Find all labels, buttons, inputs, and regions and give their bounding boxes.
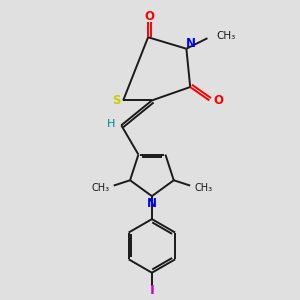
Text: S: S: [112, 94, 121, 107]
Text: CH₃: CH₃: [91, 184, 109, 194]
Text: O: O: [213, 94, 223, 107]
Text: I: I: [149, 284, 154, 297]
Text: H: H: [106, 119, 115, 129]
Text: N: N: [147, 197, 157, 210]
Text: CH₃: CH₃: [194, 184, 213, 194]
Text: O: O: [144, 10, 154, 23]
Text: N: N: [186, 38, 196, 50]
Text: CH₃: CH₃: [216, 31, 235, 41]
